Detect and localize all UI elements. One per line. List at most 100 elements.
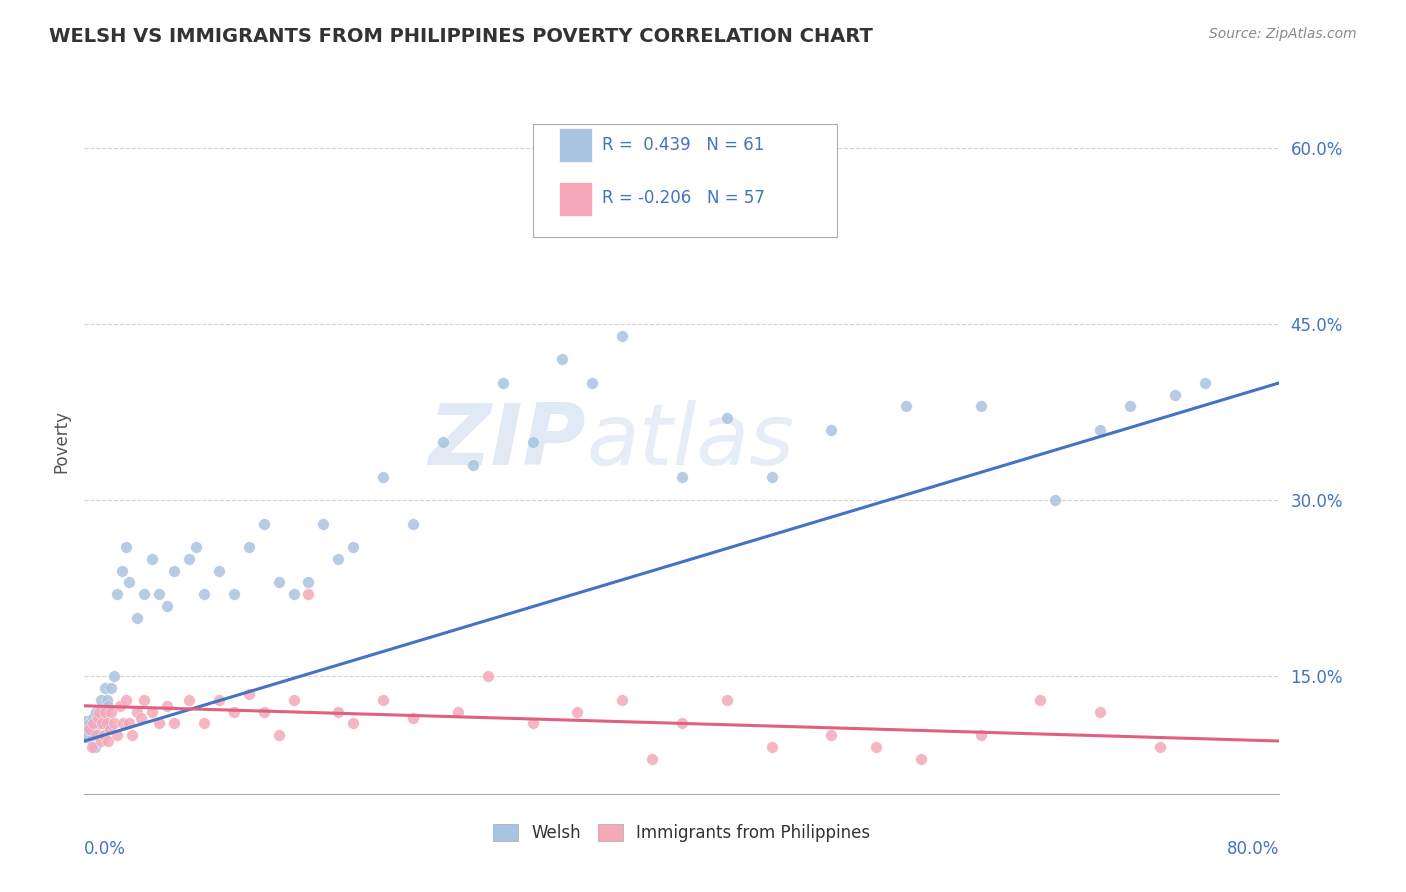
Point — [641, 751, 664, 765]
Point — [297, 587, 319, 601]
Point — [283, 587, 305, 601]
Point — [253, 516, 276, 531]
Point — [970, 728, 993, 742]
Text: R = -0.206   N = 57: R = -0.206 N = 57 — [602, 189, 765, 208]
Point — [82, 716, 104, 731]
Point — [132, 587, 156, 601]
Legend: Welsh, Immigrants from Philippines: Welsh, Immigrants from Philippines — [486, 817, 877, 849]
Point — [86, 728, 108, 742]
Point — [522, 716, 544, 731]
Point — [671, 469, 693, 483]
Point — [373, 693, 395, 707]
Point — [112, 716, 135, 731]
Point — [93, 728, 115, 742]
Point — [163, 564, 186, 578]
Point — [96, 716, 118, 731]
Point — [80, 728, 103, 742]
Point — [87, 710, 110, 724]
FancyBboxPatch shape — [533, 124, 838, 237]
Point — [193, 716, 215, 731]
Point — [97, 698, 120, 713]
Point — [77, 723, 100, 737]
Point — [103, 669, 125, 683]
Point — [551, 352, 574, 367]
Point — [402, 710, 425, 724]
Point — [567, 705, 589, 719]
Point — [132, 693, 156, 707]
Point — [865, 739, 887, 754]
Point — [208, 564, 231, 578]
Point — [238, 541, 260, 555]
Point — [612, 328, 634, 343]
Point — [155, 599, 177, 613]
Point — [91, 705, 114, 719]
Point — [328, 705, 350, 719]
Point — [79, 716, 101, 731]
Point — [89, 716, 111, 731]
Point — [312, 516, 335, 531]
Point — [76, 728, 98, 742]
Point — [522, 434, 544, 449]
Point — [612, 693, 634, 707]
Point — [342, 716, 364, 731]
Point — [141, 705, 163, 719]
Bar — [558, 128, 592, 161]
Point — [177, 693, 200, 707]
Point — [77, 723, 100, 737]
Text: 80.0%: 80.0% — [1227, 839, 1279, 858]
Point — [129, 710, 152, 724]
Point — [90, 693, 112, 707]
Point — [1149, 739, 1171, 754]
Point — [1029, 693, 1052, 707]
Point — [328, 552, 350, 566]
Point — [125, 705, 148, 719]
Point — [97, 734, 120, 748]
Point — [1045, 493, 1067, 508]
Point — [461, 458, 484, 472]
Point — [477, 669, 499, 683]
Point — [716, 693, 738, 707]
Point — [94, 705, 117, 719]
Point — [100, 681, 122, 696]
Point — [105, 587, 128, 601]
Point — [671, 716, 693, 731]
Point — [297, 575, 319, 590]
Text: 0.0%: 0.0% — [84, 839, 127, 858]
Point — [105, 728, 128, 742]
Point — [98, 723, 121, 737]
Point — [118, 575, 141, 590]
Point — [118, 716, 141, 731]
Point — [820, 423, 842, 437]
Point — [402, 516, 425, 531]
Text: ZIP: ZIP — [429, 400, 586, 483]
Text: WELSH VS IMMIGRANTS FROM PHILIPPINES POVERTY CORRELATION CHART: WELSH VS IMMIGRANTS FROM PHILIPPINES POV… — [49, 27, 873, 45]
Point — [93, 716, 115, 731]
Point — [186, 541, 208, 555]
Point — [82, 710, 104, 724]
Point — [1090, 705, 1112, 719]
Point — [96, 693, 118, 707]
Point — [1194, 376, 1216, 390]
Point — [115, 541, 138, 555]
Point — [432, 434, 454, 449]
Text: R =  0.439   N = 61: R = 0.439 N = 61 — [602, 136, 765, 153]
Point — [253, 705, 276, 719]
Point — [581, 376, 603, 390]
Point — [894, 400, 917, 414]
Point — [76, 723, 98, 737]
Point — [910, 751, 932, 765]
Point — [110, 698, 132, 713]
Point — [155, 698, 177, 713]
Point — [115, 693, 138, 707]
Point — [90, 734, 112, 748]
Point — [141, 552, 163, 566]
Point — [121, 728, 143, 742]
Point — [761, 469, 783, 483]
Point — [148, 716, 170, 731]
Point — [342, 541, 364, 555]
Point — [267, 575, 290, 590]
Point — [716, 411, 738, 425]
Point — [238, 687, 260, 701]
Point — [267, 728, 290, 742]
Text: Source: ZipAtlas.com: Source: ZipAtlas.com — [1209, 27, 1357, 41]
